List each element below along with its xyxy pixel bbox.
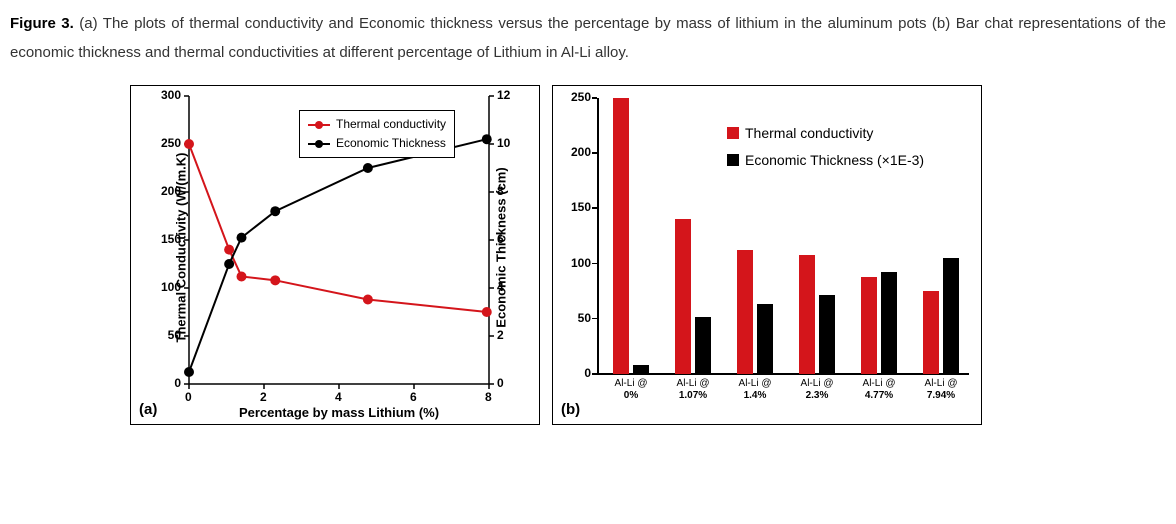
bar-economic	[881, 272, 897, 374]
x-tick-label: 8	[485, 390, 492, 404]
category-label: Al-Li @1.4%	[731, 378, 779, 402]
y-tick-label: 200	[571, 145, 591, 159]
legend-row: Thermal conductivity	[727, 120, 924, 147]
bar-economic	[819, 295, 835, 374]
panel-b-sublabel: (b)	[561, 401, 580, 418]
y-tick-label: 100	[571, 256, 591, 270]
bar-economic	[633, 365, 649, 374]
legend-marker-icon	[308, 139, 330, 149]
y1-tick-label: 0	[174, 376, 181, 390]
legend-row: Thermal conductivity	[308, 115, 446, 134]
x-tick-label: 0	[185, 390, 192, 404]
y-tick-label: 50	[578, 311, 591, 325]
x-tick-label: 4	[335, 390, 342, 404]
bar-economic	[943, 258, 959, 374]
legend-label: Thermal conductivity	[745, 120, 873, 147]
legend-square-icon	[727, 154, 739, 166]
y2-axis-label: Economic Thickness (cm)	[494, 148, 509, 348]
legend-row: Economic Thickness	[308, 134, 446, 153]
figure-panels: 05010015020025030002468101202468Thermal …	[10, 85, 1166, 425]
legend-label: Thermal conductivity	[336, 115, 446, 134]
panel-b-legend: Thermal conductivityEconomic Thickness (…	[719, 116, 932, 177]
bar-economic	[695, 317, 711, 374]
figure-label: Figure 3.	[10, 15, 74, 32]
y-tick-label: 0	[584, 366, 591, 380]
legend-square-icon	[727, 127, 739, 139]
panel-a-sublabel: (a)	[139, 401, 157, 418]
x-tick-label: 2	[260, 390, 267, 404]
legend-label: Economic Thickness (×1E-3)	[745, 147, 924, 174]
x-axis-label: Percentage by mass Lithium (%)	[239, 405, 439, 420]
bar-thermal	[861, 277, 877, 374]
figure-caption: Figure 3. (a) The plots of thermal condu…	[10, 10, 1166, 67]
category-label: Al-Li @2.3%	[793, 378, 841, 402]
y-tick-label: 250	[571, 90, 591, 104]
category-label: Al-Li @0%	[607, 378, 655, 402]
bar-thermal	[675, 219, 691, 374]
y2-tick-label: 0	[497, 376, 504, 390]
panel-a-legend: Thermal conductivityEconomic Thickness	[299, 110, 455, 158]
y1-axis-label: Thermal Conductivity (W/(m.K)	[174, 128, 189, 368]
legend-marker-icon	[308, 120, 330, 130]
bar-thermal	[923, 291, 939, 374]
category-label: Al-Li @1.07%	[669, 378, 717, 402]
x-tick-label: 6	[410, 390, 417, 404]
category-label: Al-Li @7.94%	[917, 378, 965, 402]
y1-tick-label: 300	[161, 88, 181, 102]
legend-row: Economic Thickness (×1E-3)	[727, 147, 924, 174]
figure-caption-text: (a) The plots of thermal conductivity an…	[10, 15, 1166, 61]
panel-a-plot: 05010015020025030002468101202468Thermal …	[189, 96, 489, 384]
y-tick-label: 150	[571, 200, 591, 214]
legend-label: Economic Thickness	[336, 134, 446, 153]
y2-tick-label: 12	[497, 88, 510, 102]
bar-thermal	[799, 255, 815, 374]
bar-thermal	[613, 98, 629, 374]
panel-b: 0 50 100 150 200 250 Al-Li @0% Al-Li @1.07% Al-L…	[552, 85, 982, 425]
bar-economic	[757, 304, 773, 374]
panel-a: 05010015020025030002468101202468Thermal …	[130, 85, 540, 425]
panel-b-plot: 050100150200250Al-Li @0%Al-Li @1.07%Al-L…	[597, 98, 969, 374]
bar-thermal	[737, 250, 753, 374]
category-label: Al-Li @4.77%	[855, 378, 903, 402]
